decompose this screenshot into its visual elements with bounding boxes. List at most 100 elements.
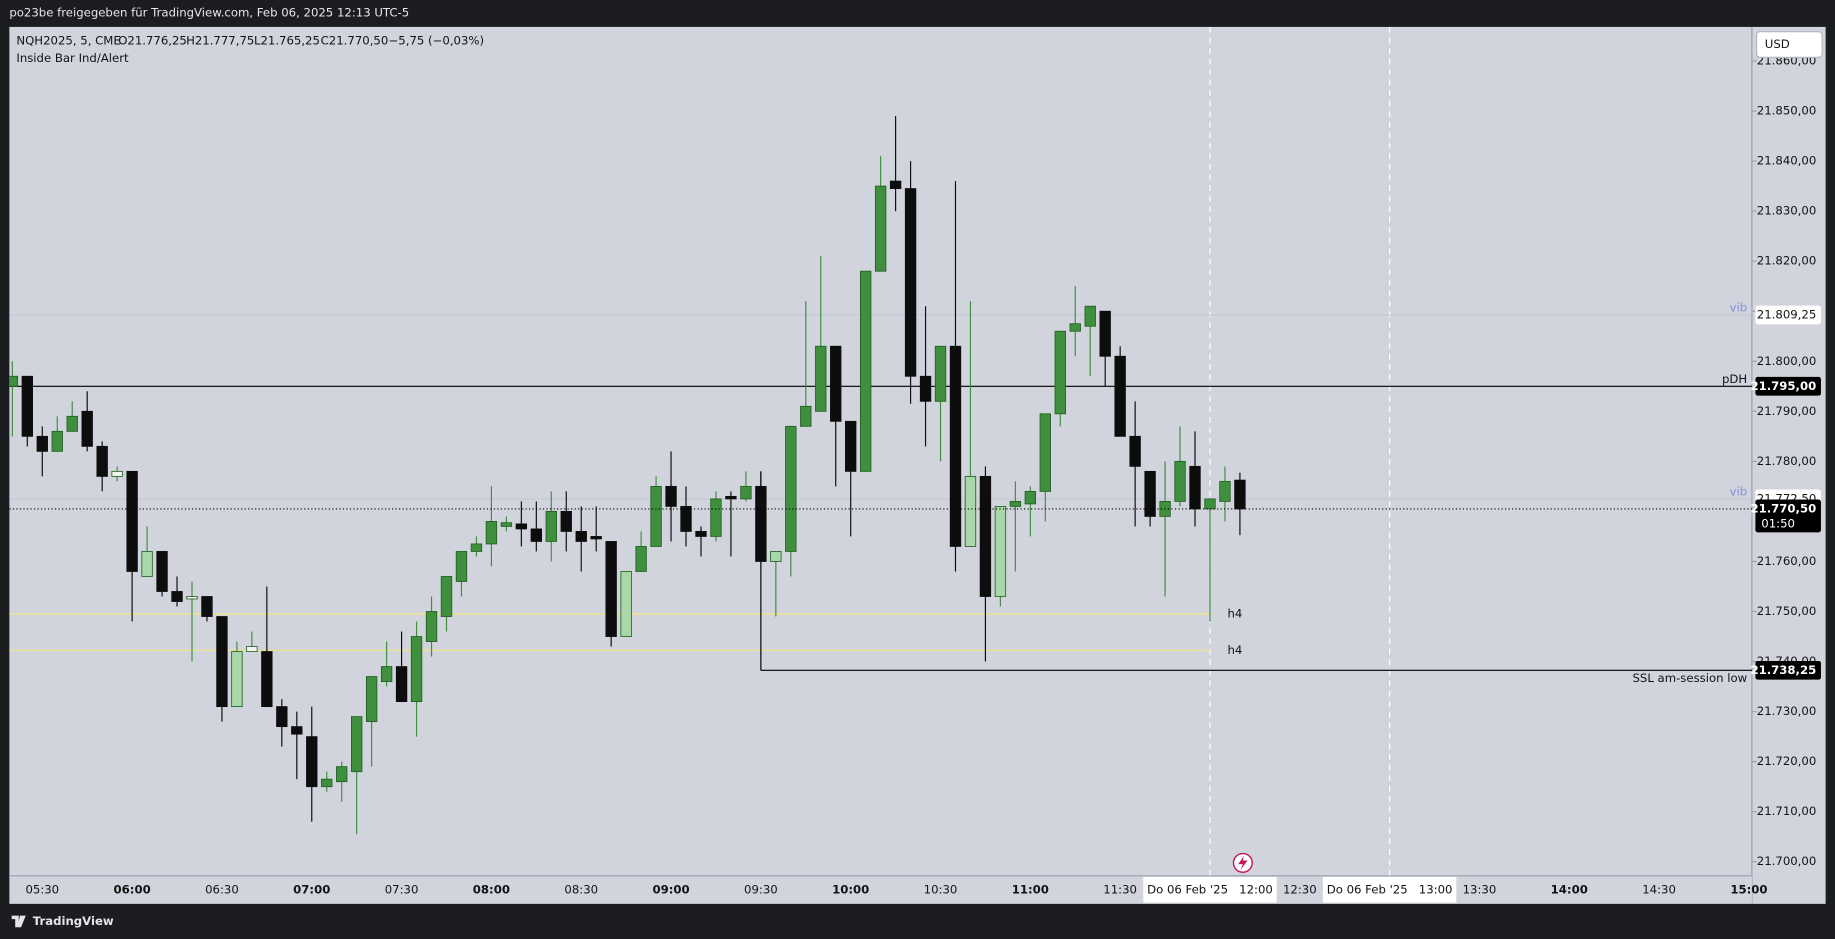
x-tick-label: 06:30 <box>205 882 239 896</box>
candle-body <box>575 531 587 542</box>
candle-body <box>1189 465 1201 510</box>
price-tag-label: 21.809,25 <box>1757 307 1816 321</box>
candle-body <box>545 511 557 542</box>
currency-button[interactable] <box>1756 31 1823 58</box>
candle-body <box>605 541 617 637</box>
y-tick-label: 21.800,00 <box>1757 354 1816 368</box>
y-tick-label: 21.840,00 <box>1757 154 1816 168</box>
currency[interactable]: USD <box>1765 37 1790 51</box>
candle-body <box>440 576 453 617</box>
candle-body <box>919 375 932 402</box>
candle-body <box>845 420 857 472</box>
candle-body <box>949 345 962 547</box>
candle-body <box>1174 460 1186 502</box>
x-tick-label: 05:30 <box>25 882 59 896</box>
candle-body <box>231 651 243 708</box>
candle-body <box>755 485 767 562</box>
candle-body <box>725 495 737 500</box>
candle-body <box>1234 479 1246 510</box>
plot <box>9 26 1752 876</box>
legend-close: C21.770,50 <box>321 33 389 47</box>
price-tag <box>1755 376 1821 396</box>
candle-body <box>650 485 662 547</box>
price-tag-label: 21.738,25 <box>1750 663 1816 677</box>
candle-body <box>500 522 513 527</box>
time-label: Do 06 Feb '25 13:00 <box>1327 882 1453 896</box>
candle-body <box>141 551 153 577</box>
candle-body <box>830 345 842 422</box>
candle-body <box>380 666 393 682</box>
level-name: pDH <box>1722 372 1747 386</box>
x-tick-label: 13:30 <box>1463 882 1497 896</box>
time-label-box <box>1143 876 1277 903</box>
candle-body <box>994 505 1007 597</box>
legend-symbol: NQH2025, 5, CME <box>16 33 120 47</box>
candle-body <box>321 778 333 788</box>
x-tick-label: 12:30 <box>1283 882 1317 896</box>
candle-body <box>186 596 198 600</box>
y-tick-label: 21.760,00 <box>1757 554 1816 568</box>
y-tick-label: 21.850,00 <box>1757 104 1816 118</box>
level-name: h4 <box>1228 643 1243 657</box>
legend-open: O21.776,25 <box>118 33 187 47</box>
x-tick-label: 07:00 <box>293 882 330 896</box>
candle-body <box>1144 470 1156 517</box>
candle-body <box>620 571 632 637</box>
x-tick-label: 10:30 <box>924 882 958 896</box>
candle-body <box>815 345 827 412</box>
candle-body <box>36 435 48 452</box>
candle-body <box>276 706 288 728</box>
candle-body <box>740 485 752 500</box>
level-name: h4 <box>1228 607 1243 621</box>
candle-body <box>410 636 423 703</box>
candle-body <box>1129 435 1141 467</box>
candle-body <box>695 531 707 537</box>
brand-logo <box>11 915 26 928</box>
candle-body <box>874 185 887 272</box>
candle-body <box>395 666 408 703</box>
y-tick-label: 21.820,00 <box>1757 254 1816 268</box>
candle-body <box>111 470 123 477</box>
candle-body <box>66 415 78 432</box>
candle-body <box>1069 323 1081 332</box>
candle-body <box>336 766 348 783</box>
candle-body <box>1039 413 1051 492</box>
legend-change: −5,75 (−0,03%) <box>389 33 485 47</box>
x-tick-label: 08:30 <box>564 882 598 896</box>
share-title: po23be freigegeben für TradingView.com, … <box>9 5 409 19</box>
candle-body <box>425 611 438 642</box>
time-label: Do 06 Feb '25 12:00 <box>1147 882 1273 896</box>
candle-body <box>1024 490 1037 505</box>
candle-body <box>785 425 797 552</box>
candle-body <box>9 375 19 387</box>
level-name: SSL am-session low <box>1632 671 1747 685</box>
candle-body <box>51 430 63 452</box>
x-tick-label: 14:00 <box>1551 882 1588 896</box>
x-tick-label: 10:00 <box>832 882 869 896</box>
event-icon-bolt <box>1238 855 1248 870</box>
x-tick-label: 09:30 <box>744 882 778 896</box>
y-tick-label: 21.780,00 <box>1757 454 1816 468</box>
x-tick-label: 07:30 <box>385 882 419 896</box>
candle-body <box>1219 480 1231 502</box>
price-tag <box>1755 305 1821 325</box>
level-name: vib <box>1730 300 1748 314</box>
candle-body <box>800 405 812 427</box>
last-price-tag <box>1755 499 1821 533</box>
candle-body <box>560 511 572 532</box>
candle-body <box>1114 355 1126 437</box>
candle-body <box>530 528 542 542</box>
candle-body <box>126 470 138 572</box>
candle-body <box>1204 498 1216 510</box>
candle-body <box>96 445 108 477</box>
candle-body <box>156 551 168 592</box>
candle-body <box>770 551 782 562</box>
brand: TradingView <box>33 914 114 928</box>
candle-body <box>979 475 992 597</box>
candle-body <box>964 475 977 547</box>
x-tick-label: 08:00 <box>473 882 510 896</box>
candle-body <box>1099 310 1111 357</box>
candle-body <box>710 498 722 537</box>
price-tag <box>1755 660 1821 680</box>
